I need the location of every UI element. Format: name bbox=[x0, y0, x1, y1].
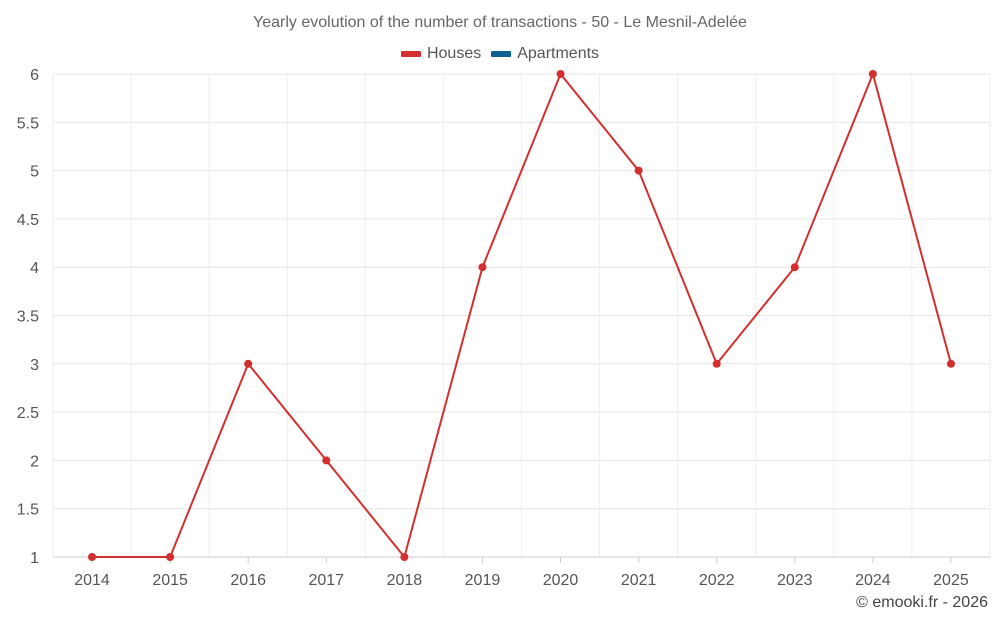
series-line-houses bbox=[92, 73, 952, 558]
y-tick-label: 1 bbox=[30, 550, 39, 567]
y-tick-label: 4.5 bbox=[17, 212, 39, 229]
data-point-houses bbox=[478, 263, 487, 272]
data-point-houses bbox=[166, 553, 175, 561]
legend-item-houses[interactable]: Houses bbox=[400, 45, 482, 63]
data-point-houses bbox=[322, 456, 331, 465]
x-tick-label: 2025 bbox=[933, 572, 969, 589]
y-tick-label: 6 bbox=[30, 67, 39, 84]
legend-label-houses: Houses bbox=[426, 45, 482, 62]
x-tick-label: 2018 bbox=[387, 572, 423, 589]
y-tick-label: 4 bbox=[30, 260, 39, 277]
x-tick-label: 2024 bbox=[855, 572, 891, 589]
legend-item-apartments[interactable]: Apartments bbox=[491, 45, 599, 63]
data-point-houses bbox=[556, 70, 565, 78]
y-tick-label: 5.5 bbox=[17, 115, 39, 132]
chart-title: Yearly evolution of the number of transa… bbox=[253, 14, 747, 31]
x-tick-label: 2015 bbox=[152, 572, 188, 589]
y-tick-label: 2 bbox=[30, 453, 39, 470]
x-tick-label: 2017 bbox=[308, 572, 344, 589]
data-point-houses bbox=[946, 359, 955, 368]
x-tick-label: 2020 bbox=[543, 572, 579, 589]
y-tick-label: 2.5 bbox=[17, 405, 39, 422]
x-tick-label: 2021 bbox=[621, 572, 657, 589]
data-point-houses bbox=[244, 359, 253, 368]
legend-swatch-houses bbox=[400, 51, 421, 57]
data-point-houses bbox=[400, 553, 409, 561]
y-tick-label: 1.5 bbox=[17, 502, 39, 519]
data-point-houses bbox=[712, 359, 721, 368]
credit-text: © emooki.fr - 2026 bbox=[856, 594, 988, 611]
x-tick-label: 2022 bbox=[699, 572, 735, 589]
x-tick-label: 2014 bbox=[74, 572, 110, 589]
data-point-houses bbox=[790, 263, 799, 272]
x-tick-label: 2016 bbox=[230, 572, 266, 589]
y-tick-label: 3 bbox=[30, 357, 39, 374]
y-tick-label: 5 bbox=[30, 164, 39, 181]
legend: Houses Apartments bbox=[0, 45, 1000, 63]
y-tick-label: 3.5 bbox=[17, 309, 39, 326]
x-tick-label: 2023 bbox=[777, 572, 813, 589]
data-point-houses bbox=[868, 70, 877, 78]
legend-label-apartments: Apartments bbox=[517, 45, 600, 62]
legend-swatch-apartments bbox=[491, 51, 512, 57]
data-point-houses bbox=[88, 553, 97, 561]
x-tick-label: 2019 bbox=[465, 572, 501, 589]
data-point-houses bbox=[634, 166, 643, 175]
